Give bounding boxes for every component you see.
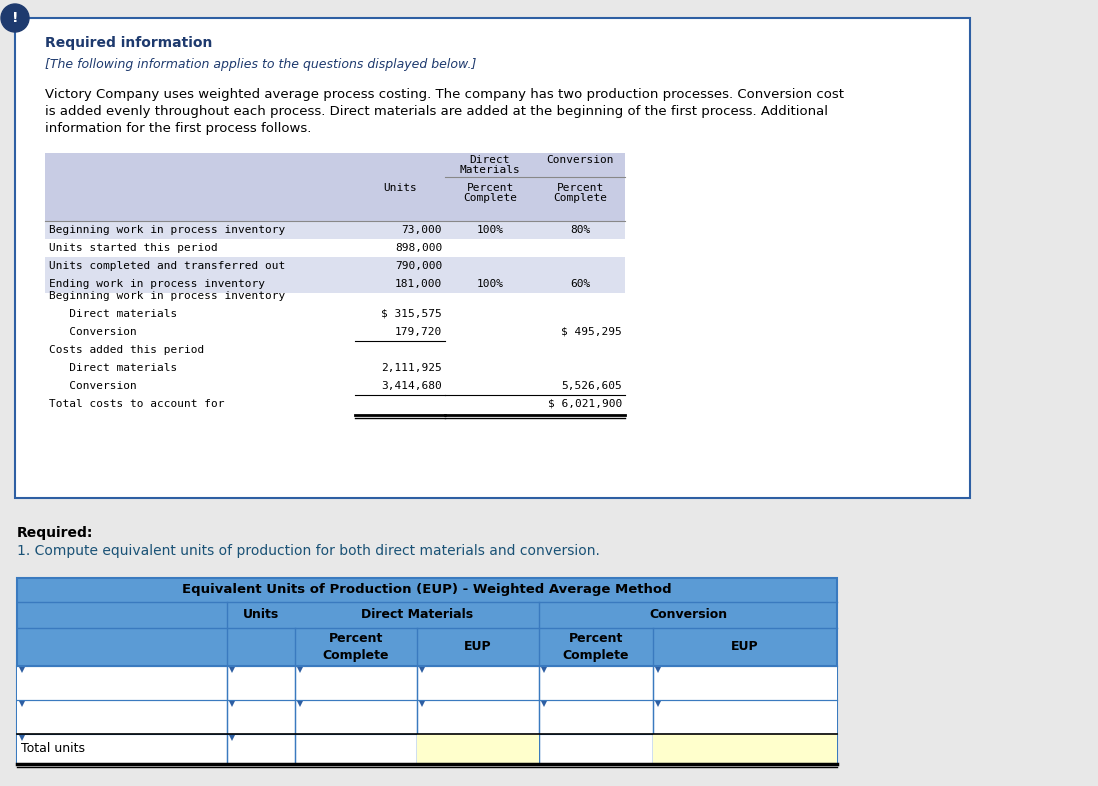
Text: Direct Materials: Direct Materials [361,608,473,622]
Text: Total costs to account for: Total costs to account for [49,399,224,409]
FancyBboxPatch shape [417,734,539,764]
Text: 1. Compute equivalent units of production for both direct materials and conversi: 1. Compute equivalent units of productio… [16,544,600,558]
Text: EUP: EUP [731,641,759,653]
FancyBboxPatch shape [45,239,625,257]
Polygon shape [229,701,235,707]
Text: Units started this period: Units started this period [49,243,217,253]
FancyBboxPatch shape [653,734,837,764]
Text: 790,000: 790,000 [395,261,442,271]
Text: Required:: Required: [16,526,93,540]
Text: Costs added this period: Costs added this period [49,345,204,355]
Text: Units completed and transferred out: Units completed and transferred out [49,261,285,271]
Text: Beginning work in process inventory: Beginning work in process inventory [49,291,285,301]
Text: 2,111,925: 2,111,925 [381,363,442,373]
Text: Conversion: Conversion [546,155,614,165]
Text: 100%: 100% [477,279,504,289]
Text: 3,414,680: 3,414,680 [381,381,442,391]
Text: Beginning work in process inventory: Beginning work in process inventory [49,225,285,235]
FancyBboxPatch shape [45,275,625,293]
Polygon shape [229,735,235,741]
Text: Equivalent Units of Production (EUP) - Weighted Average Method: Equivalent Units of Production (EUP) - W… [182,583,672,597]
Text: 5,526,605: 5,526,605 [561,381,621,391]
Polygon shape [419,667,425,673]
Polygon shape [656,667,661,673]
Text: 181,000: 181,000 [395,279,442,289]
Polygon shape [419,701,425,707]
Text: 100%: 100% [477,225,504,235]
Text: Conversion: Conversion [649,608,727,622]
Text: Direct materials: Direct materials [49,309,177,319]
Polygon shape [656,701,661,707]
Text: 898,000: 898,000 [395,243,442,253]
Text: Units: Units [243,608,279,622]
Circle shape [1,4,29,32]
Text: Conversion: Conversion [49,381,137,391]
Text: Conversion: Conversion [49,327,137,337]
Text: $ 315,575: $ 315,575 [381,309,442,319]
FancyBboxPatch shape [16,700,837,734]
Text: Direct materials: Direct materials [49,363,177,373]
Polygon shape [19,701,25,707]
Text: EUP: EUP [464,641,492,653]
Text: $ 6,021,900: $ 6,021,900 [548,399,621,409]
Text: Victory Company uses weighted average process costing. The company has two produ: Victory Company uses weighted average pr… [45,88,844,101]
Polygon shape [19,735,25,741]
FancyBboxPatch shape [45,257,625,275]
FancyBboxPatch shape [16,578,837,764]
FancyBboxPatch shape [15,18,970,498]
Text: Percent
Complete: Percent Complete [323,633,390,662]
Text: 80%: 80% [570,225,590,235]
Text: Total units: Total units [21,743,85,755]
Polygon shape [296,701,303,707]
Text: Percent: Percent [467,183,514,193]
Text: Ending work in process inventory: Ending work in process inventory [49,279,265,289]
FancyBboxPatch shape [45,221,625,239]
Text: [The following information applies to the questions displayed below.]: [The following information applies to th… [45,58,477,71]
Text: Materials: Materials [460,165,520,175]
Text: 179,720: 179,720 [395,327,442,337]
Text: Percent: Percent [557,183,604,193]
FancyBboxPatch shape [45,153,625,221]
Text: 73,000: 73,000 [402,225,442,235]
Text: !: ! [12,11,19,25]
Polygon shape [229,667,235,673]
Text: $ 495,295: $ 495,295 [561,327,621,337]
Text: Percent
Complete: Percent Complete [563,633,629,662]
Text: Complete: Complete [463,193,517,203]
Polygon shape [19,667,25,673]
Text: Units: Units [383,183,417,193]
Text: information for the first process follows.: information for the first process follow… [45,122,312,135]
Polygon shape [541,701,547,707]
Polygon shape [296,667,303,673]
Text: Direct: Direct [470,155,511,165]
Text: is added evenly throughout each process. Direct materials are added at the begin: is added evenly throughout each process.… [45,105,828,118]
FancyBboxPatch shape [16,734,837,764]
Text: Required information: Required information [45,36,212,50]
FancyBboxPatch shape [16,666,837,700]
Text: 60%: 60% [570,279,590,289]
Text: Complete: Complete [553,193,607,203]
Polygon shape [541,667,547,673]
